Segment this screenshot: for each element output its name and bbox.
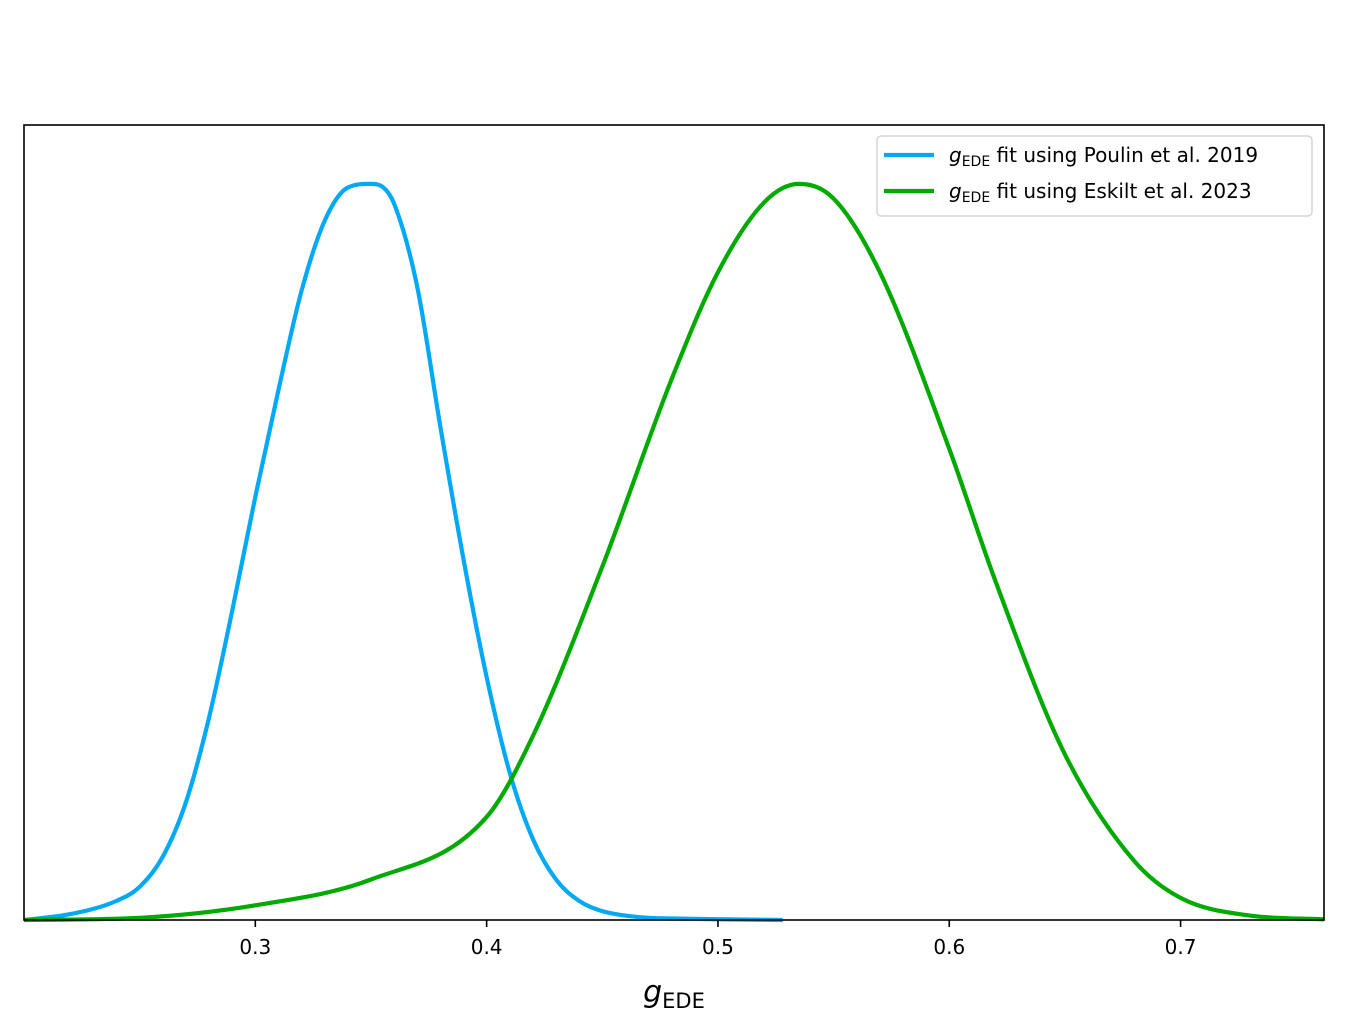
legend-box	[876, 135, 1313, 217]
x-tick-label: 0.4	[471, 935, 503, 959]
x-tick-label: 0.5	[702, 935, 734, 959]
x-axis-label-main: g	[643, 975, 662, 1010]
legend: gEDE fit using Poulin et al. 2019 gEDE fi…	[876, 135, 1313, 217]
legend-label: gEDE fit using Eskilt et al. 2023	[949, 179, 1252, 206]
series-line-1	[23, 181, 783, 923]
x-axis-label-subscript: EDE	[662, 989, 705, 1013]
legend-entry-2: gEDE fit using Eskilt et al. 2023	[884, 179, 1252, 206]
x-tick-label: 0.3	[239, 935, 271, 959]
series-line-2	[23, 181, 1325, 923]
legend-entry-1: gEDE fit using Poulin et al. 2019	[884, 143, 1258, 170]
legend-label: gEDE fit using Poulin et al. 2019	[949, 143, 1258, 170]
x-tick-label: 0.7	[1165, 935, 1197, 959]
plot-frame	[23, 124, 1325, 921]
series-layer	[23, 181, 1325, 923]
legend-entries: gEDE fit using Poulin et al. 2019 gEDE fi…	[884, 143, 1258, 206]
x-axis-ticks: 0.3 0.4 0.5 0.6 0.7	[239, 920, 1196, 959]
x-axis-label: gEDE	[643, 975, 705, 1013]
x-tick-label: 0.6	[933, 935, 965, 959]
